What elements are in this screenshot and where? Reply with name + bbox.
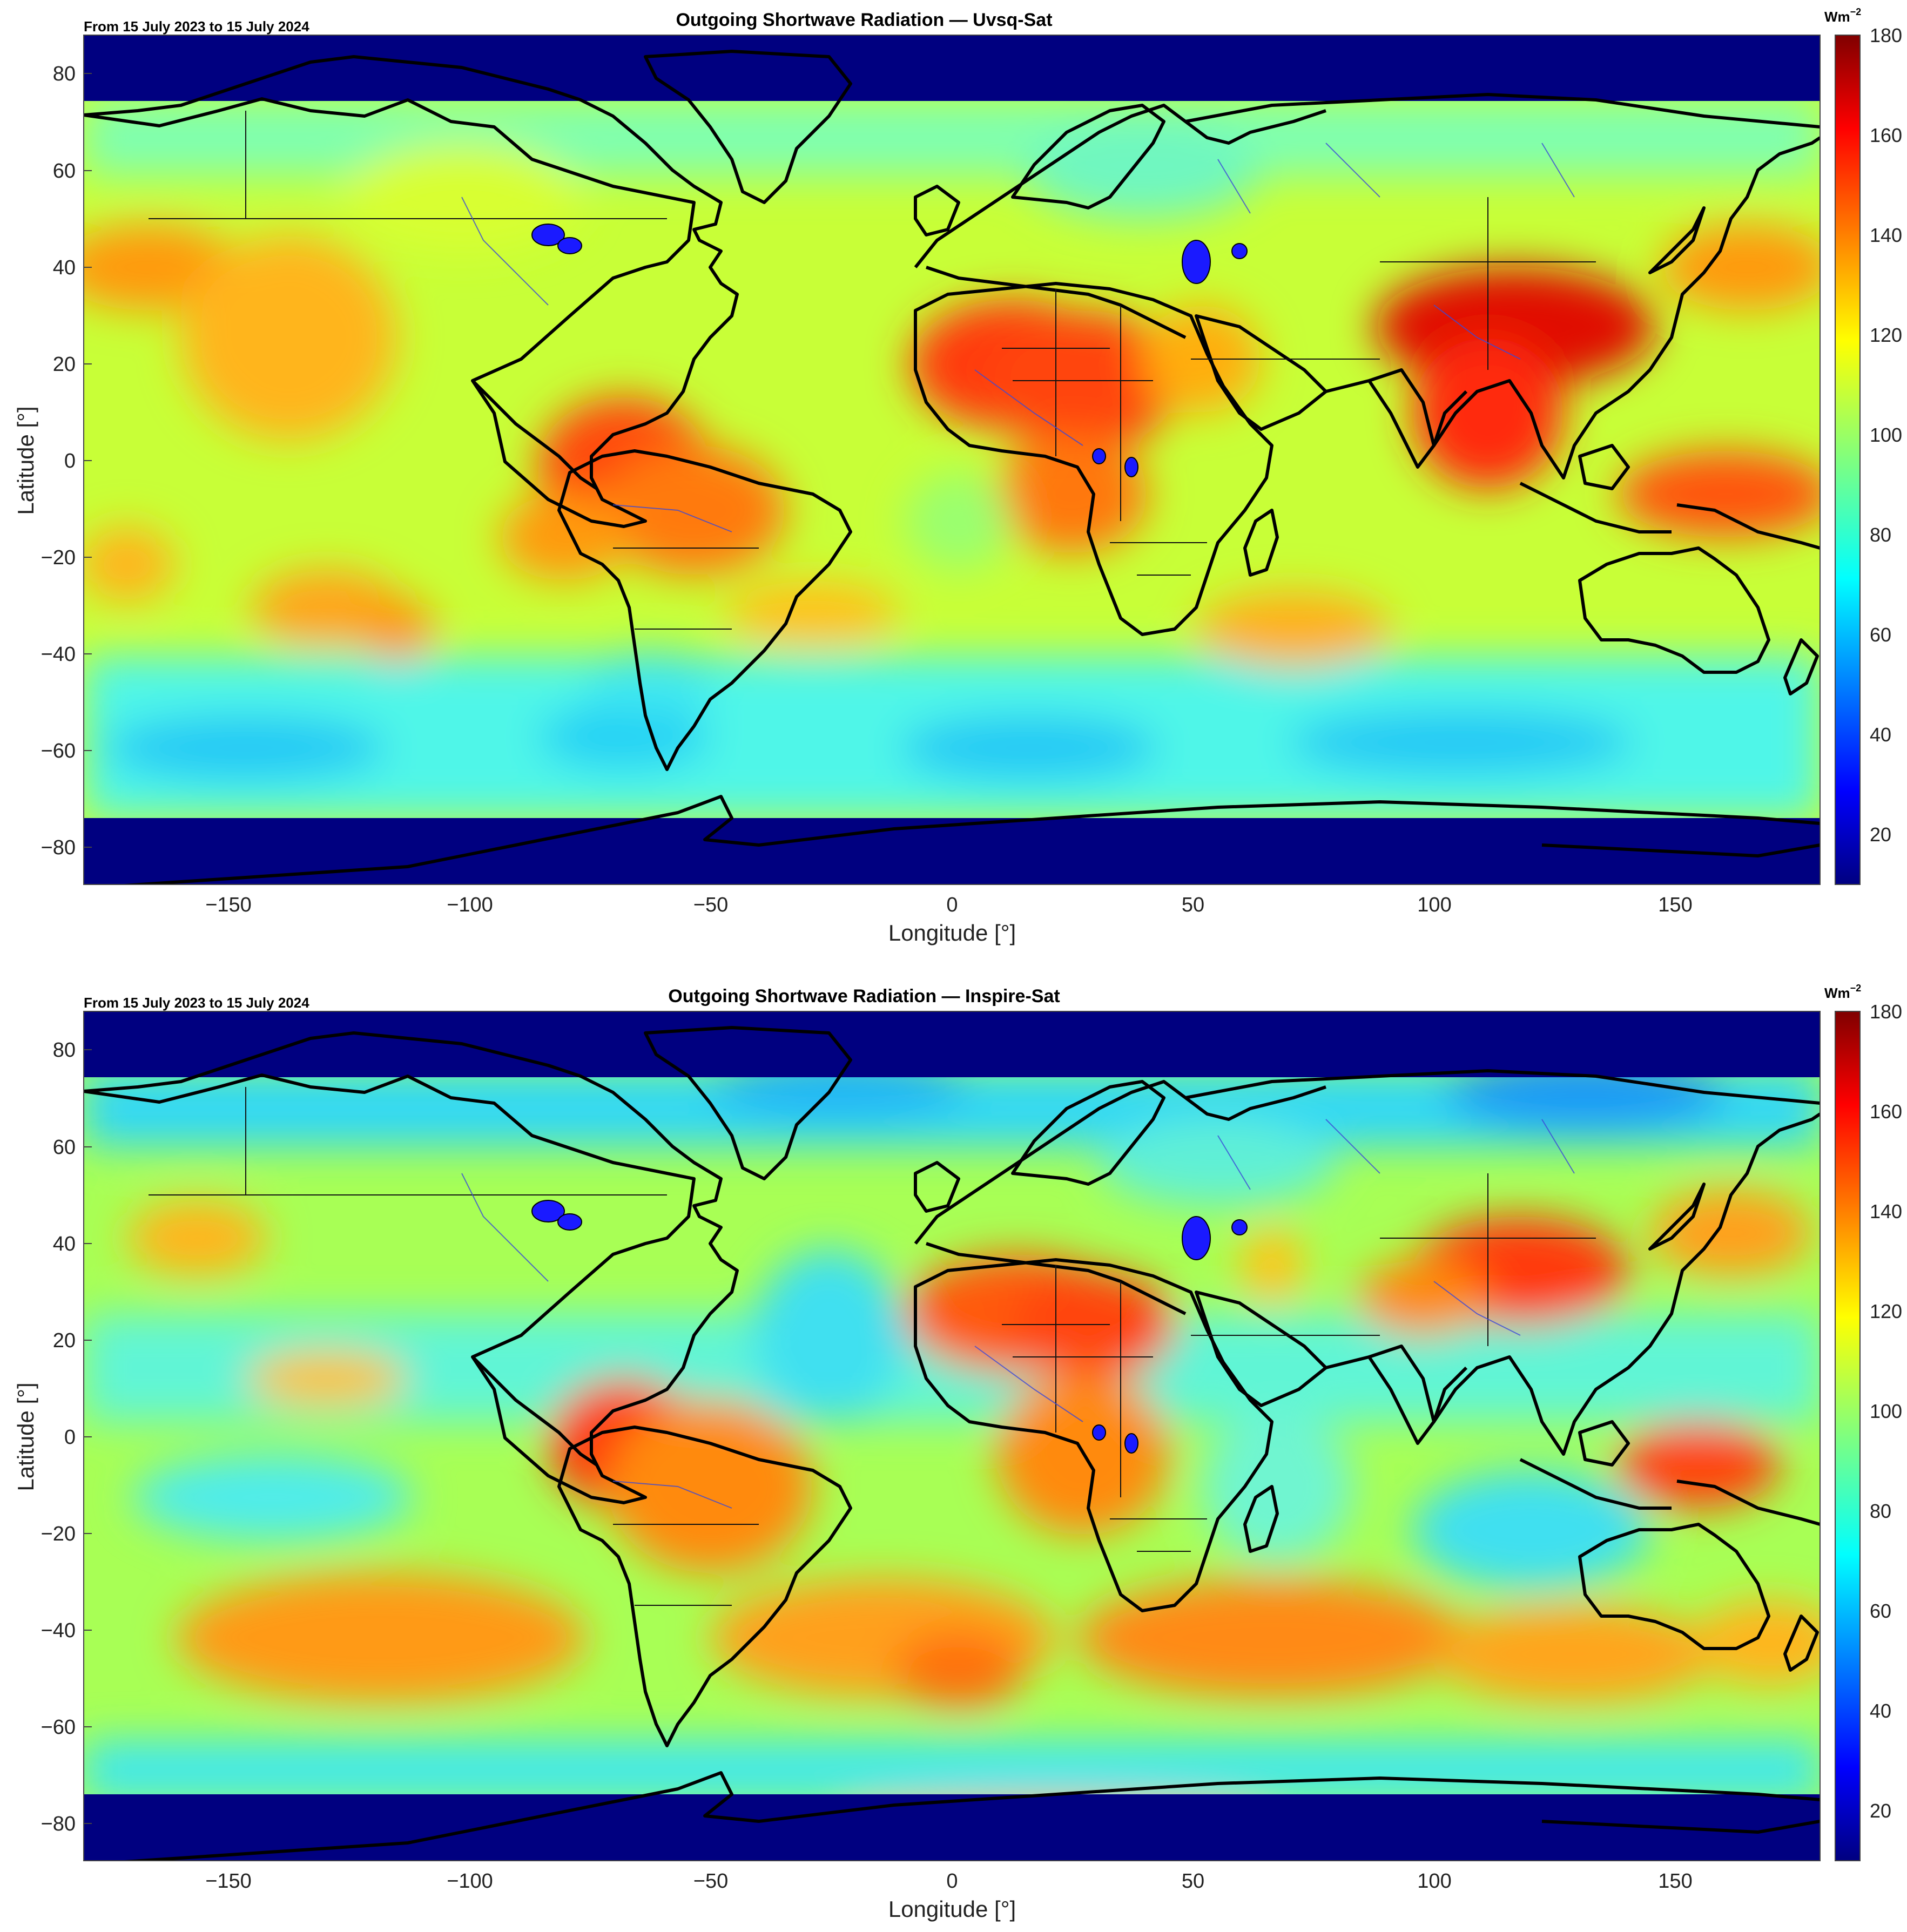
ytick-2-40: 40 bbox=[53, 1233, 76, 1255]
colorbar-unit-2: Wm−2 bbox=[1824, 983, 1861, 1001]
polar-mask-north-1 bbox=[84, 35, 1820, 101]
svg-text:140: 140 bbox=[1870, 224, 1902, 246]
svg-text:100: 100 bbox=[1870, 424, 1902, 446]
svg-text:80: 80 bbox=[1870, 524, 1891, 546]
ylabel-2: Latitude [°] bbox=[13, 1382, 38, 1491]
x-ticks-1: −150 −100 −50 0 50 100 150 bbox=[205, 894, 1693, 916]
svg-text:60: 60 bbox=[1870, 624, 1891, 646]
y-ticks-2: 80 60 40 20 0 −20 −40 −60 −80 bbox=[41, 1039, 92, 1835]
panel-title-1: Outgoing Shortwave Radiation — Uvsq-Sat bbox=[676, 10, 1052, 30]
ytick-2-60: 60 bbox=[53, 1136, 76, 1159]
colorbar-ticks-2: 20 40 60 80 100 120 140 160 180 bbox=[1870, 1001, 1902, 1822]
ytick-2-m60: −60 bbox=[41, 1716, 76, 1739]
svg-text:100: 100 bbox=[1870, 1400, 1902, 1422]
xtick-2-m50: −50 bbox=[693, 1870, 728, 1893]
svg-text:40: 40 bbox=[1870, 724, 1891, 746]
plot-frame-2 bbox=[83, 1011, 1821, 1861]
xtick-1-m150: −150 bbox=[205, 894, 252, 916]
xtick-2-m150: −150 bbox=[205, 1870, 252, 1893]
period-label-2: From 15 July 2023 to 15 July 2024 bbox=[84, 995, 309, 1011]
xtick-2-50: 50 bbox=[1182, 1870, 1204, 1893]
svg-text:60: 60 bbox=[1870, 1600, 1891, 1622]
svg-text:180: 180 bbox=[1870, 24, 1902, 46]
xtick-1-50: 50 bbox=[1182, 894, 1204, 916]
polar-mask-south-1 bbox=[84, 818, 1820, 884]
colorbar-1: Wm−2 20 40 60 80 100 120 140 160 180 bbox=[1824, 6, 1902, 885]
svg-text:160: 160 bbox=[1870, 1100, 1902, 1123]
ytick-2-80: 80 bbox=[53, 1039, 76, 1062]
svg-text:20: 20 bbox=[1870, 823, 1891, 846]
ytick-2-0: 0 bbox=[64, 1426, 76, 1449]
svg-text:80: 80 bbox=[1870, 1500, 1891, 1522]
ytick-1-40: 40 bbox=[53, 256, 76, 279]
plot-frame-1 bbox=[83, 35, 1821, 885]
xtick-1-m50: −50 bbox=[693, 894, 728, 916]
xtick-2-0: 0 bbox=[946, 1870, 958, 1893]
polar-mask-south-2 bbox=[84, 1794, 1820, 1861]
xtick-2-100: 100 bbox=[1417, 1870, 1451, 1893]
xtick-1-m100: −100 bbox=[447, 894, 493, 916]
xtick-2-m100: −100 bbox=[447, 1870, 493, 1893]
colorbar-ticks-1: 20 40 60 80 100 120 140 160 180 bbox=[1870, 24, 1902, 846]
svg-text:140: 140 bbox=[1870, 1200, 1902, 1222]
ytick-1-m40: −40 bbox=[41, 643, 76, 666]
ytick-1-0: 0 bbox=[64, 450, 76, 472]
colorbar-2: Wm−2 20 40 60 80 100 120 140 160 180 bbox=[1824, 983, 1902, 1861]
x-ticks-2: −150 −100 −50 0 50 100 150 bbox=[205, 1870, 1693, 1893]
svg-text:20: 20 bbox=[1870, 1800, 1891, 1822]
ytick-2-m20: −20 bbox=[41, 1523, 76, 1545]
svg-text:120: 120 bbox=[1870, 1300, 1902, 1322]
ytick-2-m40: −40 bbox=[41, 1619, 76, 1642]
ylabel-1: Latitude [°] bbox=[13, 406, 38, 515]
colorbar-unit-1: Wm−2 bbox=[1824, 6, 1861, 25]
ytick-1-20: 20 bbox=[53, 353, 76, 376]
svg-text:180: 180 bbox=[1870, 1001, 1902, 1023]
y-ticks-1: 80 60 40 20 0 −20 −40 −60 −80 bbox=[41, 63, 92, 859]
field-1 bbox=[84, 100, 1820, 818]
xlabel-1: Longitude [°] bbox=[888, 920, 1016, 945]
svg-text:40: 40 bbox=[1870, 1700, 1891, 1722]
ytick-1-m60: −60 bbox=[41, 740, 76, 762]
ytick-1-m20: −20 bbox=[41, 546, 76, 569]
svg-text:160: 160 bbox=[1870, 124, 1902, 146]
ytick-1-80: 80 bbox=[53, 63, 76, 85]
ytick-2-m80: −80 bbox=[41, 1813, 76, 1835]
xlabel-2: Longitude [°] bbox=[888, 1896, 1016, 1922]
panel-inspire-sat: From 15 July 2023 to 15 July 2024 Outgoi… bbox=[13, 983, 1902, 1922]
ytick-2-20: 20 bbox=[53, 1329, 76, 1352]
field-2 bbox=[84, 1055, 1820, 1843]
xtick-1-100: 100 bbox=[1417, 894, 1451, 916]
map-background-2 bbox=[84, 1011, 1820, 1861]
ytick-1-m80: −80 bbox=[41, 836, 76, 859]
period-label-1: From 15 July 2023 to 15 July 2024 bbox=[84, 18, 309, 35]
polar-mask-north-2 bbox=[84, 1011, 1820, 1077]
panel-uvsq-sat: From 15 July 2023 to 15 July 2024 Outgoi… bbox=[13, 6, 1902, 945]
xtick-2-150: 150 bbox=[1658, 1870, 1692, 1893]
svg-text:120: 120 bbox=[1870, 324, 1902, 346]
panel-title-2: Outgoing Shortwave Radiation — Inspire-S… bbox=[668, 986, 1060, 1006]
ytick-1-60: 60 bbox=[53, 160, 76, 183]
xtick-1-150: 150 bbox=[1658, 894, 1692, 916]
xtick-1-0: 0 bbox=[946, 894, 958, 916]
